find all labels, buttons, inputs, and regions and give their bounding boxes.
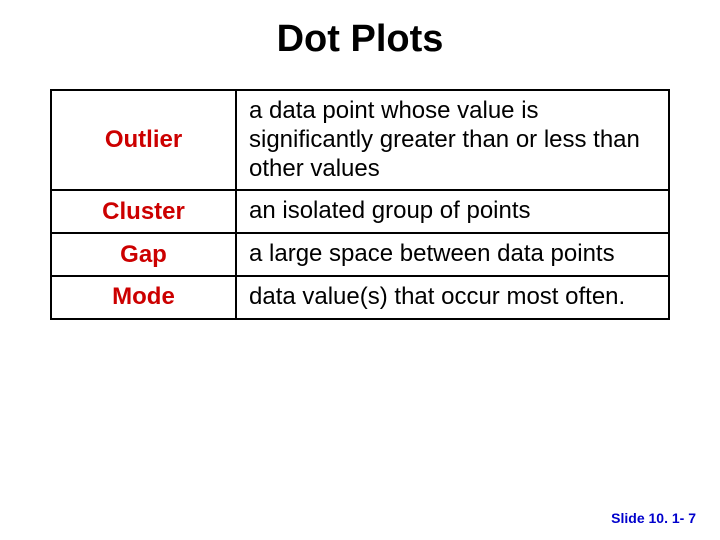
term-cell: Gap: [51, 233, 236, 276]
definitions-table: Outlier a data point whose value is sign…: [50, 89, 670, 320]
term-cell: Outlier: [51, 90, 236, 190]
table-row: Cluster an isolated group of points: [51, 190, 669, 233]
term-cell: Mode: [51, 276, 236, 319]
slide-container: Dot Plots Outlier a data point whose val…: [0, 0, 720, 540]
definition-cell: an isolated group of points: [236, 190, 669, 233]
table-row: Gap a large space between data points: [51, 233, 669, 276]
definition-cell: a data point whose value is significantl…: [236, 90, 669, 190]
table-row: Outlier a data point whose value is sign…: [51, 90, 669, 190]
slide-footer: Slide 10. 1- 7: [611, 510, 696, 526]
term-cell: Cluster: [51, 190, 236, 233]
slide-title: Dot Plots: [50, 18, 670, 61]
table-row: Mode data value(s) that occur most often…: [51, 276, 669, 319]
definition-cell: data value(s) that occur most often.: [236, 276, 669, 319]
definition-cell: a large space between data points: [236, 233, 669, 276]
